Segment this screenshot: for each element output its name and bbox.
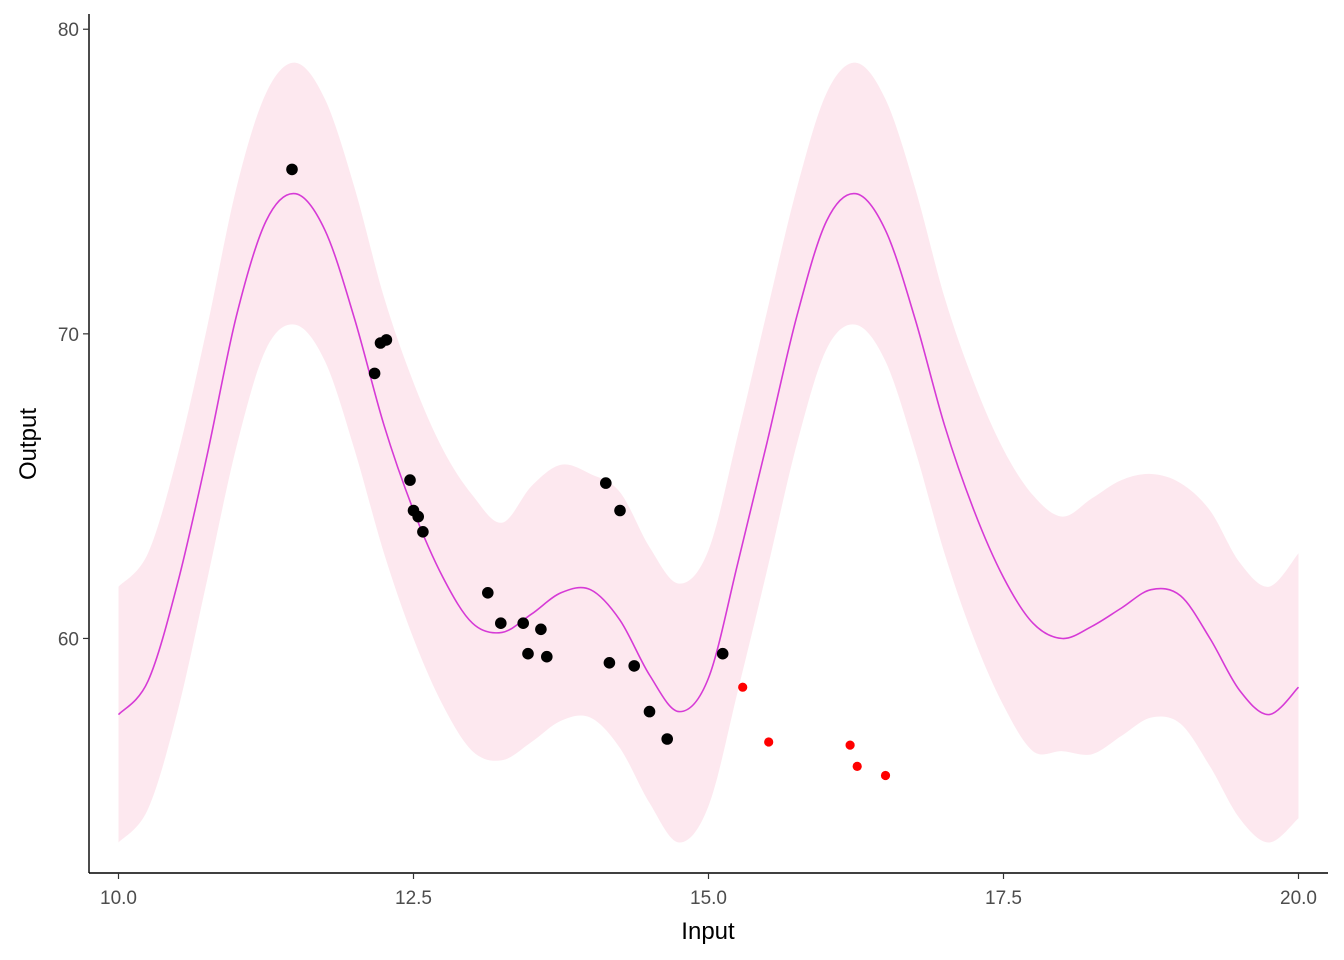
observed-point [628,660,640,672]
held-out-point [852,761,862,772]
observed-point [603,657,616,669]
observed-point [404,474,416,486]
y-tick-label: 80 [58,20,79,41]
plot-area [117,62,1300,843]
confidence-band [118,62,1299,843]
held-out-point [764,737,774,747]
x-axis-title: Input [681,918,735,945]
x-tick-label: 10.0 [100,888,137,909]
held-out-point [738,682,748,692]
x-tick-label: 17.5 [985,888,1022,909]
x-tick-label: 12.5 [395,888,432,909]
observed-point [643,705,656,718]
ticks: 10.0 12.5 15.0 17.5 20.0 60 70 80 [58,20,1317,909]
observed-point [661,733,673,745]
observed-point [522,647,534,660]
held-out-point [845,740,855,750]
observed-point [286,163,298,176]
observed-point [412,510,425,523]
y-tick-label: 70 [58,325,79,346]
observed-point [716,647,729,660]
y-tick-label: 60 [58,629,79,650]
observed-point [517,617,529,629]
observed-point [380,334,393,346]
observed-point [495,617,507,629]
observed-point [535,623,547,636]
y-axis-title: Output [15,408,42,480]
observed-point [417,526,429,538]
observed-point [614,504,626,517]
observed-point [541,650,553,663]
observed-point [482,587,494,599]
x-tick-label: 15.0 [690,888,727,909]
observed-point [600,477,612,489]
observed-point [368,367,381,380]
held-out-point [880,770,891,781]
x-tick-label: 20.0 [1280,888,1317,909]
mean-prediction-line [117,192,1300,716]
